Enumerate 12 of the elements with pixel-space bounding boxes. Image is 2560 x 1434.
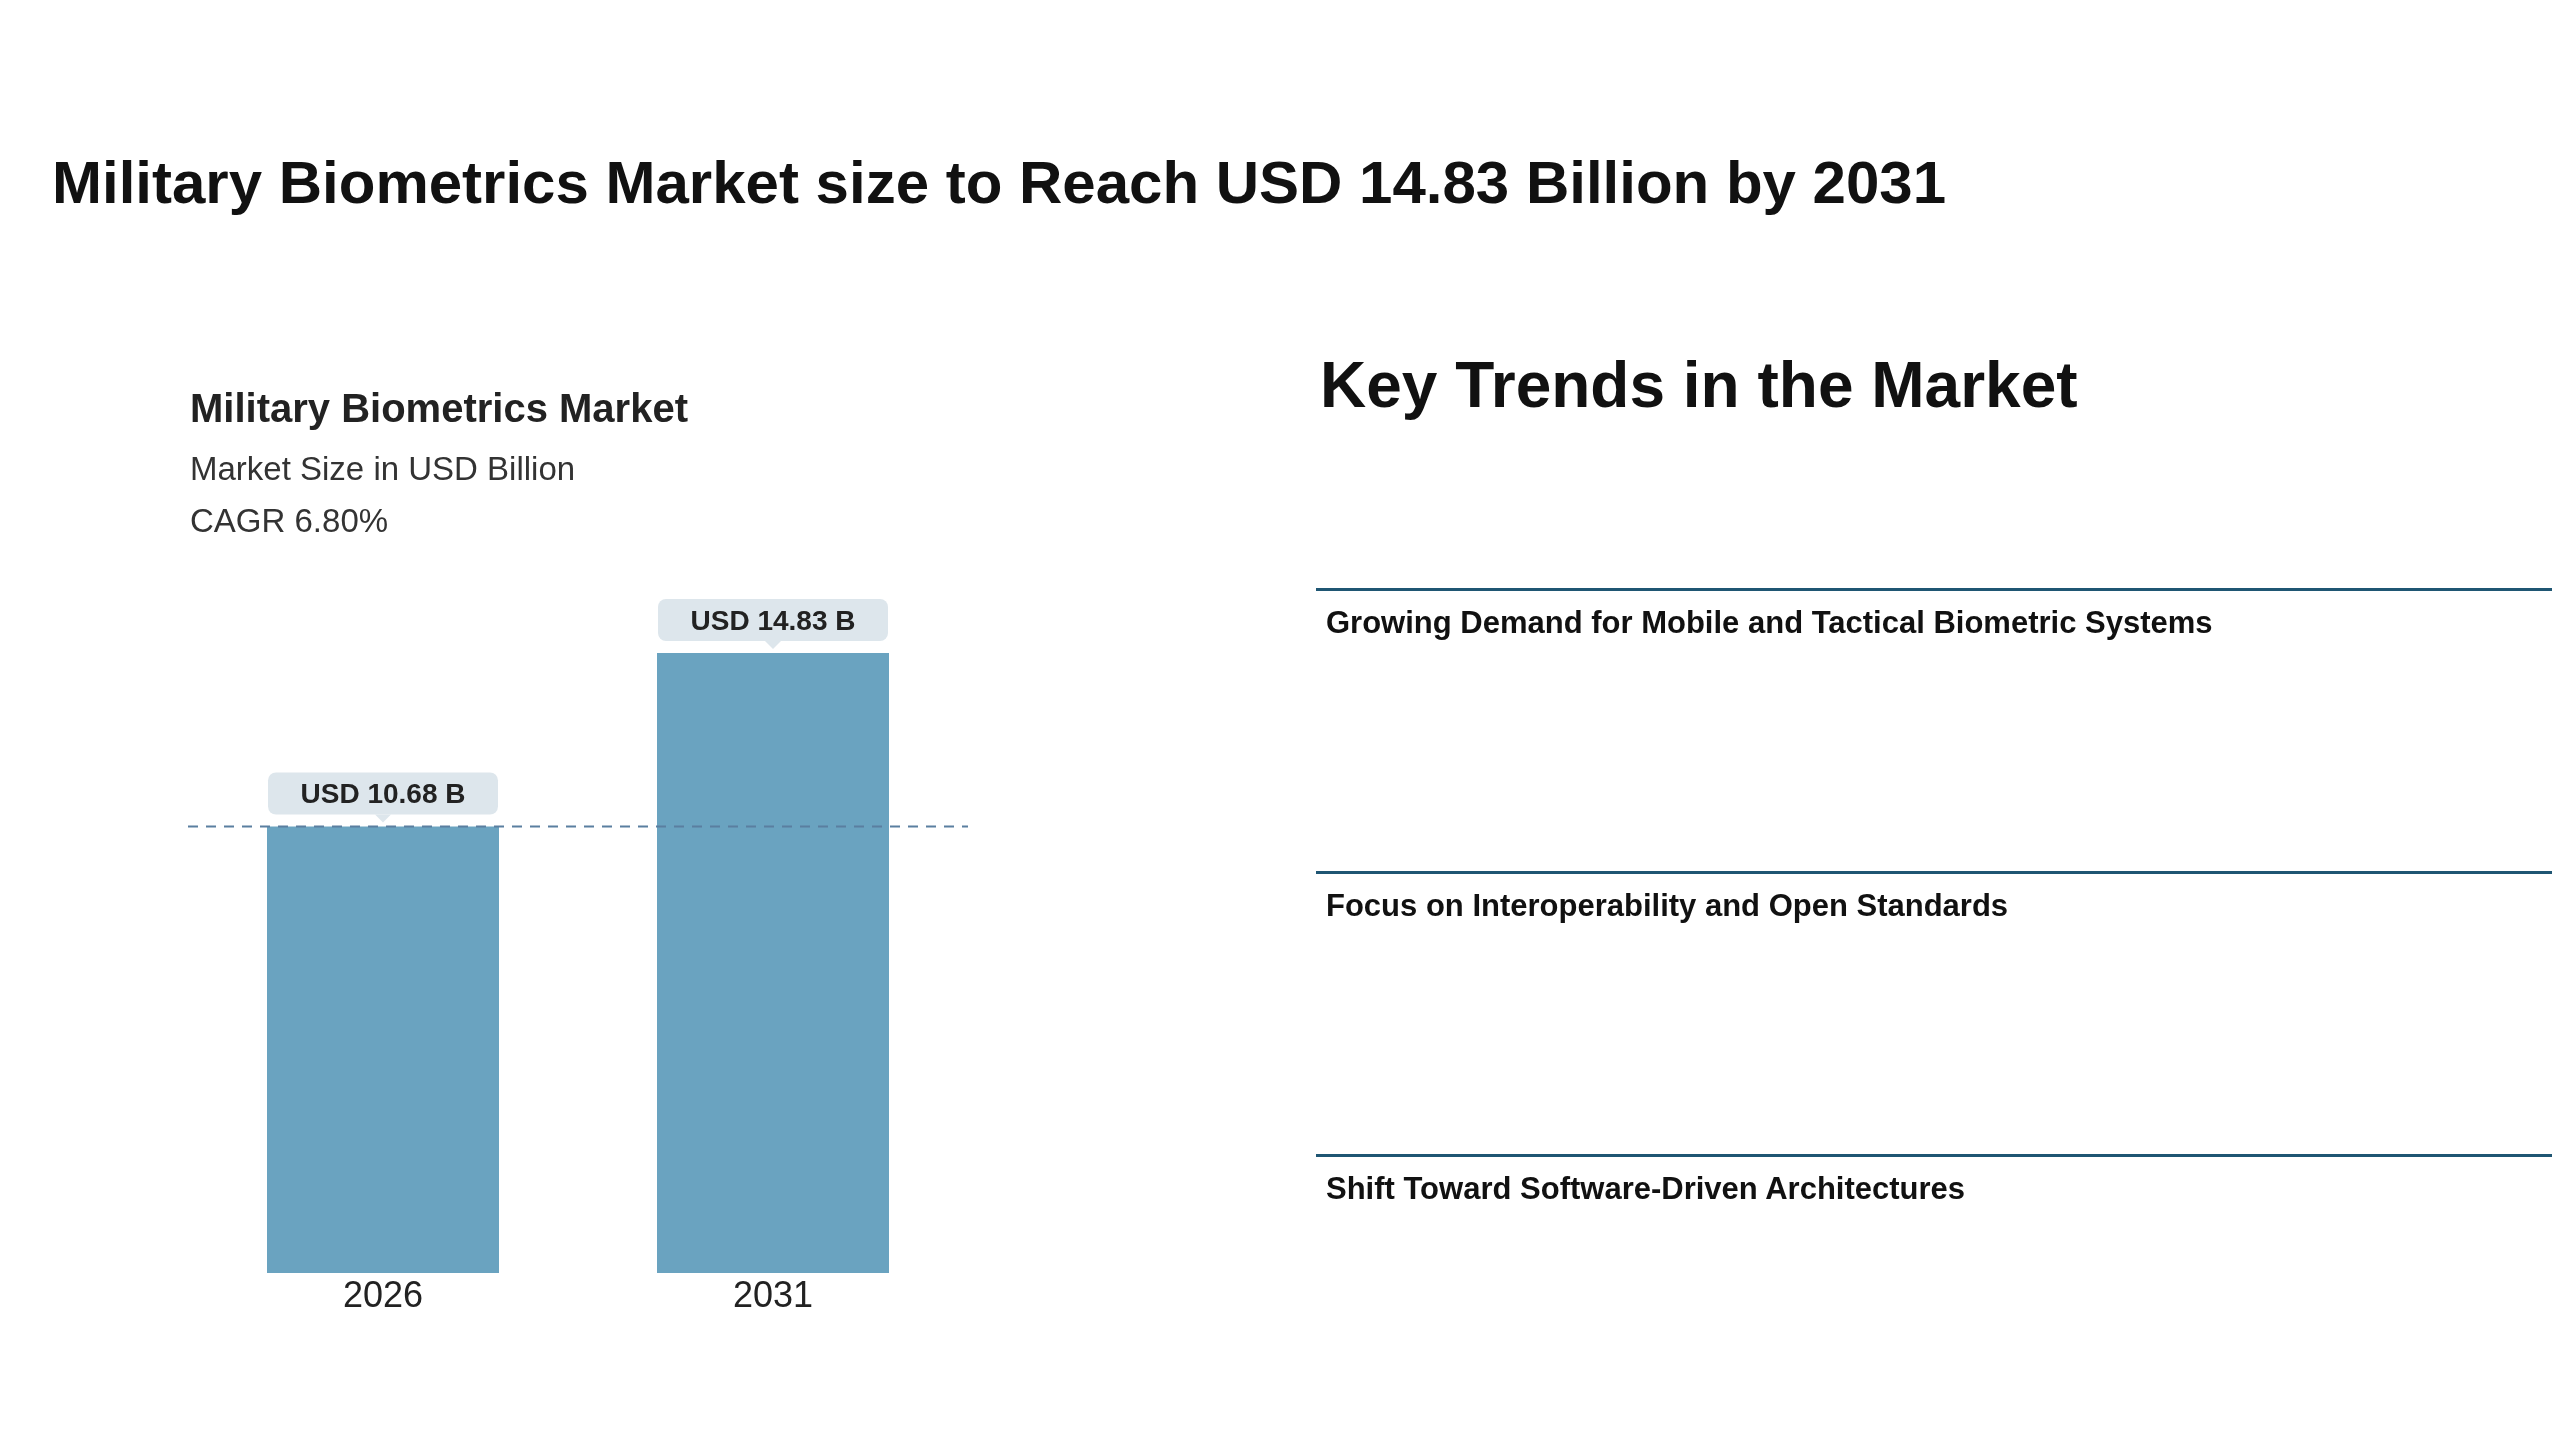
data-label: USD 14.83 B bbox=[690, 605, 856, 636]
chart-subtitle: Military Biometrics Market bbox=[190, 386, 688, 431]
x-tick-label: 2026 bbox=[342, 1273, 424, 1315]
y-axis-title: Market Size in USD Billion bbox=[190, 450, 576, 488]
data-label: USD 10.68 B bbox=[300, 778, 466, 810]
x-tick-label: 2031 bbox=[732, 1273, 814, 1315]
text: Shift Toward Software-Driven Architectures bbox=[1326, 1171, 1967, 1207]
text: Focus on Interoperability and Open Standards bbox=[1326, 888, 2010, 924]
text: Key Trends in the Market bbox=[1320, 348, 2078, 422]
text: CAGR 6.80% bbox=[190, 502, 389, 540]
text: Growing Demand for Mobile and Tactical Biometric Systems bbox=[1326, 605, 2214, 641]
chart-title: Military Biometrics Market size to Reach USD 14.83 Billion by 2031 bbox=[52, 148, 1947, 217]
